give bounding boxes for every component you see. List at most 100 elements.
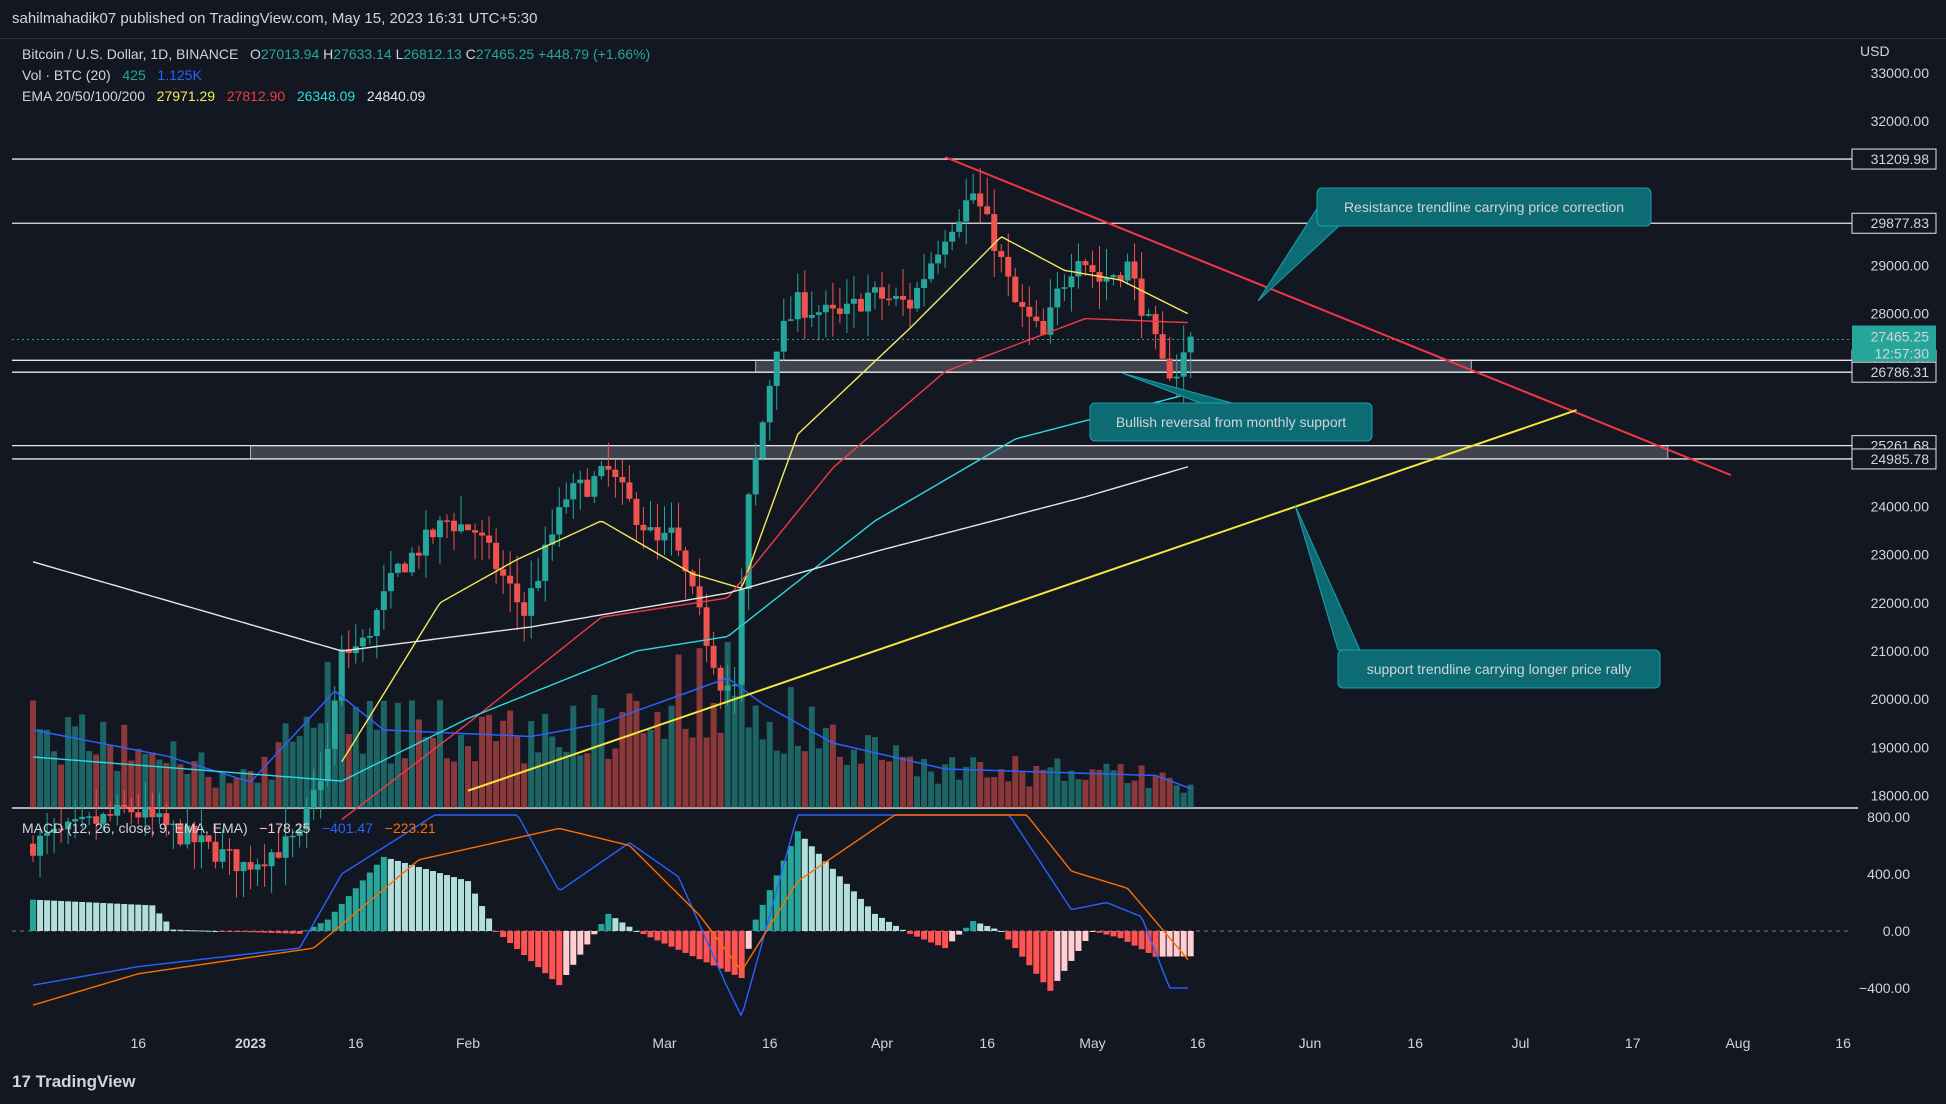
volume-bar <box>956 779 963 808</box>
macd-signal-line <box>32 814 1189 1006</box>
macd-hist-bar <box>731 931 738 975</box>
volume-bar <box>640 733 647 808</box>
candle-body <box>738 589 745 685</box>
candle-body <box>170 823 177 826</box>
macd-hist-bar <box>219 931 226 932</box>
candle-body <box>829 304 836 309</box>
time-tick-label: 16 <box>1407 1035 1423 1051</box>
volume-bar <box>1166 777 1173 808</box>
macd-hist-bar <box>626 926 633 931</box>
macd-hist-bar <box>296 931 303 934</box>
volume-bar <box>626 693 633 808</box>
candle-body <box>928 263 935 280</box>
volume-bar <box>359 753 366 808</box>
macd-hist-bar <box>808 846 815 931</box>
candle-body <box>198 835 205 843</box>
volume-bar <box>549 736 556 808</box>
candle-body <box>415 552 422 556</box>
volume-bar <box>1005 781 1012 808</box>
volume-bar <box>612 748 619 808</box>
candle-body <box>1075 261 1082 277</box>
macd-hist-bar <box>535 931 542 968</box>
candle-body <box>696 586 703 608</box>
macd-hist-bar <box>429 871 436 931</box>
macd-hist-bar <box>956 931 963 935</box>
volume-bar <box>465 746 472 808</box>
candle-body <box>619 476 626 483</box>
candle-body <box>942 241 949 255</box>
candle-body <box>808 314 815 318</box>
macd-tick-label: −400.00 <box>1859 980 1910 996</box>
volume-bar <box>163 762 170 808</box>
macd-hist-bar <box>612 918 619 931</box>
macd-hist-bar <box>759 904 766 931</box>
volume-value-1: 425 <box>122 67 146 83</box>
tradingview-logo[interactable]: 17 TradingView <box>12 1072 135 1092</box>
macd-hist-bar <box>886 921 892 931</box>
volume-bar <box>970 757 977 808</box>
macd-hist-bar <box>563 931 570 975</box>
candle-body <box>72 819 79 822</box>
candle-body <box>794 292 801 320</box>
macd-hist-bar <box>401 862 408 931</box>
macd-hist-bar <box>514 931 521 950</box>
macd-hist-bar <box>1061 931 1068 971</box>
volume-bar <box>759 739 766 808</box>
macd-hist-bar <box>1075 931 1082 951</box>
macd-hist-bar <box>822 861 829 931</box>
candle-body <box>100 814 107 824</box>
volume-bar <box>58 764 65 808</box>
macd-hist-bar <box>1187 931 1194 957</box>
candle-body <box>212 841 219 862</box>
macd-hist-bar <box>338 903 345 931</box>
candle-body <box>1103 277 1110 282</box>
high-label: H <box>323 46 334 62</box>
macd-hist-value: −178.25 <box>259 820 311 836</box>
macd-hist-bar <box>121 904 128 931</box>
macd-hist-bar <box>149 905 156 931</box>
countdown-tag-text: 12:57:30 <box>1875 345 1930 361</box>
candle-body <box>93 816 100 824</box>
candle-body <box>864 292 871 312</box>
tradingview-logo-mark: 17 <box>12 1072 31 1091</box>
candle-body <box>710 645 717 668</box>
volume-bar <box>275 742 282 808</box>
volume-bar <box>1138 765 1145 808</box>
price-level-tag-text-0: 31209.98 <box>1871 151 1930 167</box>
volume-bar <box>977 762 984 808</box>
candle-body <box>142 807 149 818</box>
candle-body <box>1040 321 1047 335</box>
volume-legend: Vol · BTC (20) 425 1.125K <box>22 67 202 83</box>
candle-body <box>380 591 387 611</box>
candle-body <box>900 295 907 300</box>
candle-body <box>51 828 58 833</box>
volume-bar <box>1159 772 1166 808</box>
volume-bar <box>738 638 745 808</box>
candle-body <box>668 527 675 533</box>
volume-bar <box>893 745 900 808</box>
macd-hist-bar <box>752 919 759 931</box>
currency-label: USD <box>1860 43 1890 59</box>
candle-body <box>731 684 738 687</box>
volume-bar <box>86 751 93 808</box>
macd-hist-bar <box>212 931 219 932</box>
price-tick-label: 20000.00 <box>1871 691 1930 707</box>
macd-hist-bar <box>1005 931 1012 940</box>
volume-bar <box>226 783 233 808</box>
candle-body <box>163 813 170 826</box>
macd-hist-bar <box>871 913 878 931</box>
ema100-value: 26348.09 <box>296 88 356 104</box>
time-tick-label: 16 <box>979 1035 995 1051</box>
macd-hist-bar <box>1082 931 1089 941</box>
candle-body <box>65 821 72 830</box>
candle-body <box>1110 275 1117 278</box>
volume-bar <box>37 729 44 808</box>
macd-hist-bar <box>1103 931 1110 935</box>
macd-hist-bar <box>486 918 493 931</box>
candle-body <box>591 476 598 497</box>
candle-body <box>86 816 93 818</box>
volume-bar <box>871 737 878 808</box>
candle-body <box>247 862 254 870</box>
candle-body <box>577 479 584 484</box>
